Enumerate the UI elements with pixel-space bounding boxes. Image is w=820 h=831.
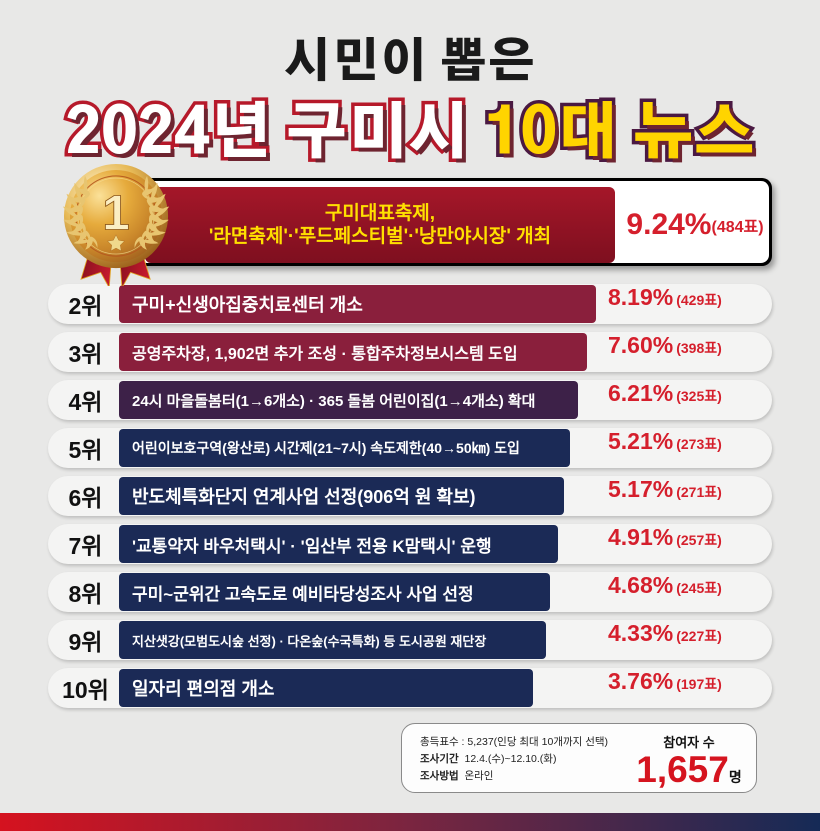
svg-text:1: 1 — [102, 186, 130, 241]
